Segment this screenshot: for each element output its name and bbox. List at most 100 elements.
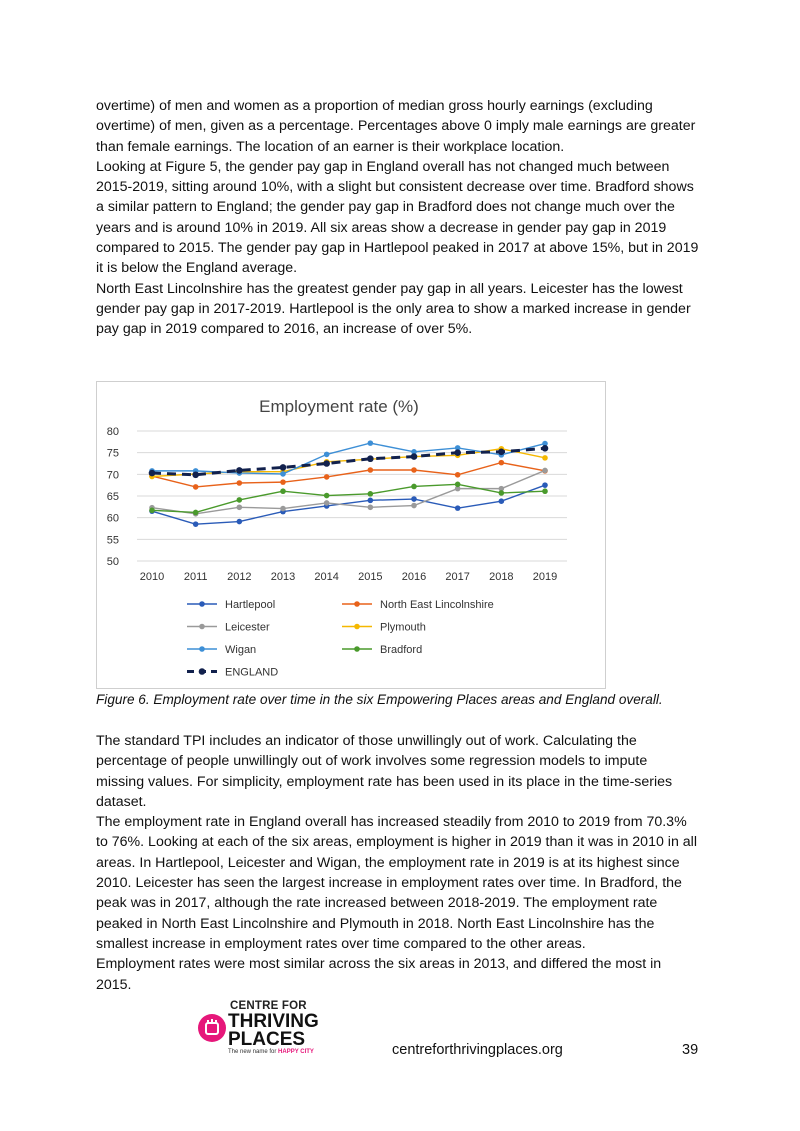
data-point [367,497,374,504]
legend-label: Leicester [225,622,270,634]
series-line-north-east-lincolnshire [151,461,546,488]
data-point [280,471,286,477]
analysis-line: percentage of people unwillingly out of … [96,753,648,770]
data-point [498,459,505,466]
data-point [411,483,417,490]
legend-marker [354,601,360,607]
analysis-line: The standard TPI includes an indicator o… [96,733,637,749]
analysis-line: peaked in North East Lincolnshire and Pl… [96,915,655,932]
analysis-line: 2015. [96,976,132,993]
x-tick-label: 2017 [445,571,469,583]
legend-marker [199,601,205,607]
data-point [280,479,286,485]
analysis-line: missing values. For simplicity, employme… [96,773,673,790]
footer-url: centreforthrivingplaces.org [392,1042,563,1058]
logo-tagline-brand: HAPPY CITY [278,1049,314,1055]
centre-for-thriving-places-logo: CENTRE FOR THRIVING PLACES The new name … [198,1000,328,1060]
intro-line: compared to 2015. The gender pay gap in … [96,240,699,257]
logo-line-places: PLACES [228,1029,306,1050]
y-tick-label: 65 [107,491,119,503]
data-point [498,448,505,456]
data-point [541,445,549,452]
logo-tagline-prefix: The new name for [228,1049,279,1055]
data-point [411,502,417,509]
data-point [542,467,548,474]
y-tick-label: 75 [107,448,119,460]
intro-paragraph: overtime) of men and women as a proporti… [96,96,722,340]
data-point [192,509,199,516]
data-point [454,485,461,492]
data-point [236,480,243,486]
x-tick-label: 2018 [489,571,513,583]
data-point [192,484,199,490]
intro-line: overtime) of men and women as a proporti… [96,98,653,114]
intro-line: 2015-2019, sitting around 10%, with a sl… [96,179,694,196]
intro-line: gender pay gap in 2017-2019. Hartlepool … [96,300,691,317]
data-point [192,521,199,527]
data-point [148,469,156,477]
data-point [323,451,330,458]
intro-line: than female earnings. The location of an… [96,138,565,155]
intro-line: years and is around 10% in 2019. All six… [96,219,667,236]
legend-marker [354,623,360,630]
data-point [236,467,243,474]
data-point [323,460,330,467]
data-point [323,492,330,499]
data-point [367,455,374,463]
data-point [280,505,286,512]
legend-label: Plymouth [380,622,426,634]
data-point [236,497,243,503]
analysis-line: peak was in 2017, although the rate incr… [96,895,658,912]
data-point [367,440,374,446]
data-point [454,471,461,478]
x-tick-label: 2016 [402,571,426,583]
data-point [411,467,417,473]
data-point [323,500,330,506]
data-point [454,445,461,451]
data-point [411,496,417,502]
series-line-bradford [151,483,546,514]
x-tick-label: 2014 [314,571,338,583]
series-line-leicester [151,469,546,515]
legend-label: Hartlepool [225,599,275,611]
intro-line: it is below the England average. [96,260,298,277]
legend-label: Wigan [225,644,256,656]
intro-line: pay gap in 2019 compared to 2016, an inc… [96,321,473,338]
analysis-line: 2010. Leicester has seen the largest inc… [96,875,682,892]
analysis-line: smallest increase in employment rates ov… [96,935,586,952]
analysis-line: Employment rates were most similar acros… [96,956,662,973]
x-tick-label: 2015 [358,571,382,583]
series-line-wigan [152,442,546,475]
logo-tagline: The new name for HAPPY CITY [228,1049,314,1055]
legend-label: North East Lincolnshire [380,599,494,611]
data-point [542,482,548,488]
x-tick-label: 2019 [533,571,557,583]
chart-title: Employment rate (%) [259,397,419,416]
data-point [279,464,287,471]
data-point [454,449,461,456]
page-number: 39 [682,1042,699,1058]
series-line-hartlepool [151,484,546,525]
data-point [236,504,243,511]
x-tick-label: 2012 [227,571,251,583]
data-point [498,490,505,496]
data-point [454,505,461,511]
employment-rate-chart: Employment rate (%) 80 75 70 65 60 55 50 2010 2… [96,381,606,689]
data-point [454,481,461,488]
figure-caption: Figure 6. Employment rate over time in t… [96,692,663,707]
y-tick-label: 60 [107,513,119,525]
analysis-line: to 76%. Looking at each of the six areas… [96,834,697,851]
x-tick-label: 2010 [140,571,164,583]
y-tick-label: 55 [107,534,119,546]
y-tick-label: 50 [107,556,119,568]
data-point [498,485,505,492]
data-point [367,491,374,497]
data-point [236,518,243,525]
legend-label: Bradford [380,644,422,656]
data-point [542,488,548,495]
data-point [411,449,417,455]
logo-line-thriving: THRIVING [228,1011,319,1032]
data-point [149,507,155,514]
data-point [542,440,548,447]
legend-marker [199,623,205,630]
